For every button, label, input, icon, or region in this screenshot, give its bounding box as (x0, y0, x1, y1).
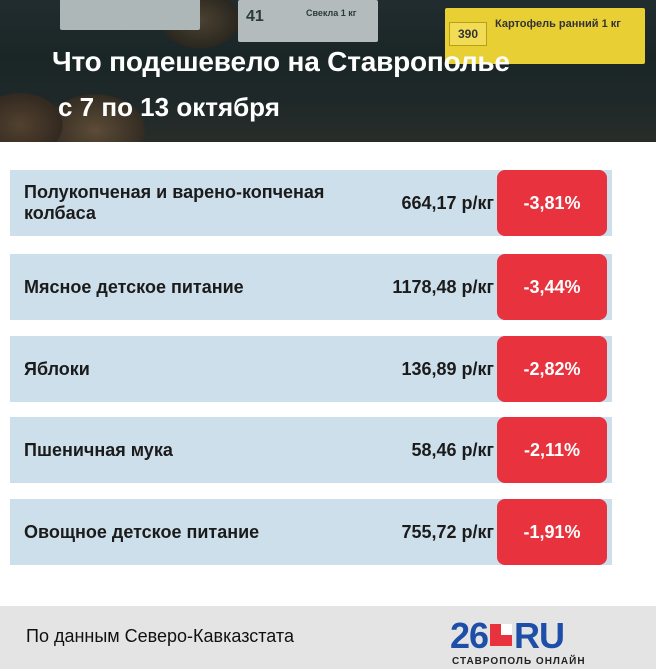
price-tag-beet: 41 Свекла 1 кг (238, 0, 378, 42)
item-price: 136,89 р/кг (401, 358, 494, 379)
page-subtitle: с 7 по 13 октября (58, 92, 280, 122)
item-name: Яблоки (24, 358, 90, 379)
header-banner: 41 Свекла 1 кг 390 Картофель ранний 1 кг… (0, 0, 656, 142)
list-item: Полукопченая и варено-копченая колбаса 6… (10, 170, 612, 236)
price-tag-number: 41 (246, 8, 264, 25)
change-badge: -1,91% (497, 499, 607, 565)
logo-square-icon (490, 624, 513, 647)
change-badge: -3,44% (497, 254, 607, 320)
site-logo[interactable]: 26 RU СТАВРОПОЛЬ ОНЛАЙН (450, 612, 650, 668)
source-note: По данным Северо-Кавказстата (26, 626, 294, 646)
list-item: Мясное детское питание 1178,48 р/кг -3,4… (10, 254, 612, 320)
price-tag-potato: 390 Картофель ранний 1 кг (445, 8, 645, 64)
page-title: Что подешевело на Ставрополье (52, 46, 510, 77)
list-item: Овощное детское питание 755,72 р/кг -1,9… (10, 499, 612, 565)
list-item: Яблоки 136,89 р/кг -2,82% (10, 336, 612, 402)
logo-number: 26 (450, 615, 489, 656)
item-name: Овощное детское питание (24, 521, 260, 542)
item-price: 58,46 р/кг (411, 439, 494, 460)
logo-suffix: RU (514, 615, 565, 656)
item-name: Мясное детское питание (24, 276, 244, 297)
price-tag-label: Картофель ранний 1 кг (495, 18, 621, 30)
footer: По данным Северо-Кавказстата 26 RU СТАВРО… (0, 606, 656, 669)
price-tag-background (60, 0, 200, 30)
change-badge: -2,82% (497, 336, 607, 402)
change-badge: -2,11% (497, 417, 607, 483)
item-price: 664,17 р/кг (401, 192, 494, 213)
list-item: Пшеничная мука 58,46 р/кг -2,11% (10, 417, 612, 483)
logo-subtitle: СТАВРОПОЛЬ ОНЛАЙН (452, 656, 586, 667)
item-name: Пшеничная мука (24, 439, 173, 460)
change-badge: -3,81% (497, 170, 607, 236)
price-tag-label: Свекла 1 кг (306, 8, 357, 18)
item-name: Полукопченая и варено-копченая колбаса (24, 182, 325, 223)
item-price: 755,72 р/кг (401, 521, 494, 542)
price-tag-number: 390 (449, 22, 487, 46)
item-price: 1178,48 р/кг (392, 276, 494, 297)
